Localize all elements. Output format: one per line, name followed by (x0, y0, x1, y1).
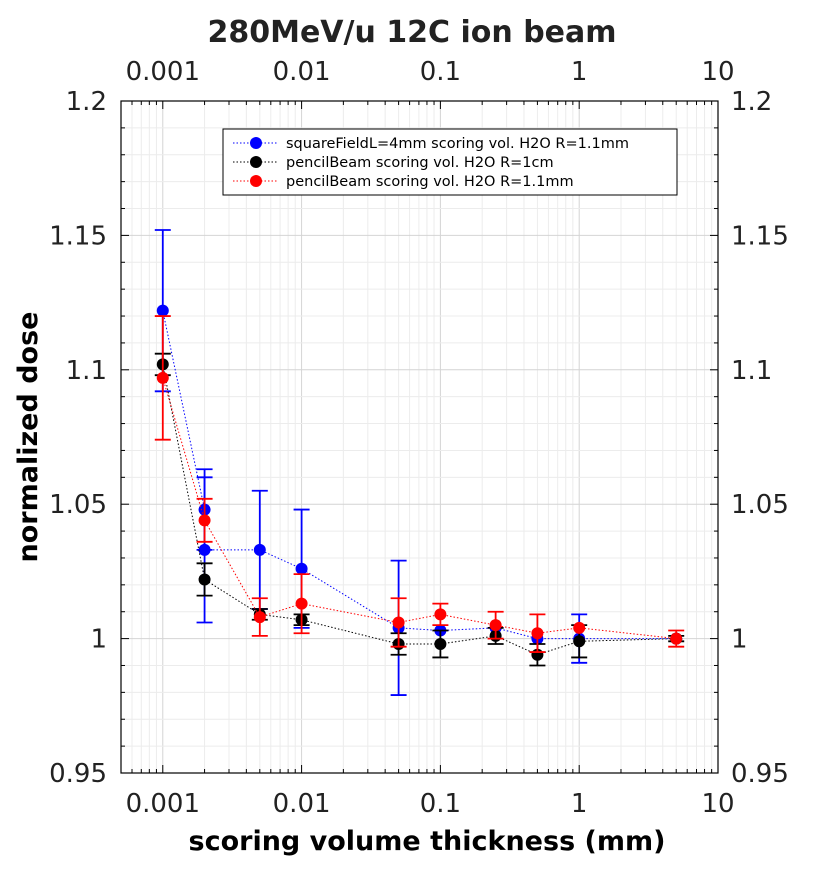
data-point (253, 543, 266, 556)
data-point (392, 616, 405, 629)
y-tick-label-left: 1.2 (66, 87, 107, 117)
legend-swatch-marker (250, 156, 262, 168)
data-point (434, 637, 447, 650)
series-line (162, 364, 677, 656)
x-tick-label-top: 0.1 (420, 57, 461, 87)
data-point (198, 543, 211, 556)
x-tick-label-bottom: 0.001 (126, 789, 200, 819)
legend: squareFieldL=4mm scoring vol. H2O R=1.1m… (222, 128, 678, 196)
major-ticks (121, 100, 719, 774)
x-tick-label-top: 0.01 (273, 57, 331, 87)
data-point (531, 627, 544, 640)
data-point (573, 621, 586, 634)
y-tick-label-right: 1.2 (731, 87, 772, 117)
legend-swatch-marker (250, 175, 262, 187)
x-tick-label-top: 1 (571, 57, 588, 87)
data-point (198, 514, 211, 527)
data-point (573, 635, 586, 648)
x-tick-label-bottom: 1 (571, 789, 588, 819)
x-axis-title: scoring volume thickness (mm) (189, 826, 666, 857)
y-tick-label-right: 1 (731, 625, 748, 655)
chart-title: 280MeV/u 12C ion beam (207, 15, 616, 50)
y-tick-label-left: 1.05 (49, 490, 107, 520)
data-point (156, 304, 169, 317)
series-layer (154, 229, 685, 696)
data-point (156, 371, 169, 384)
y-tick-label-right: 1.1 (731, 356, 772, 386)
data-point (295, 562, 308, 575)
data-point (198, 573, 211, 586)
x-tick-label-top: 10 (701, 57, 734, 87)
y-tick-label-right: 1.15 (731, 221, 789, 251)
y-tick-label-left: 1.1 (66, 356, 107, 386)
y-tick-label-left: 1.15 (49, 221, 107, 251)
y-axis-title: normalized dose (13, 312, 44, 563)
y-tick-label-right: 0.95 (731, 759, 789, 789)
minor-ticks (120, 101, 718, 773)
data-point (670, 632, 683, 645)
legend-swatch-marker (250, 137, 262, 149)
data-point (253, 611, 266, 624)
plot-frame (120, 100, 719, 774)
series-3 (154, 315, 685, 653)
series-line (162, 377, 677, 640)
legend-label: pencilBeam scoring vol. H2O R=1cm (286, 155, 554, 171)
y-tick-label-left: 0.95 (49, 759, 107, 789)
y-tick-label-left: 1 (90, 625, 107, 655)
data-point (295, 597, 308, 610)
x-tick-label-bottom: 0.01 (273, 789, 331, 819)
legend-label: pencilBeam scoring vol. H2O R=1.1mm (286, 174, 574, 190)
series-line (162, 310, 677, 640)
legend-label: squareFieldL=4mm scoring vol. H2O R=1.1m… (286, 136, 629, 152)
x-tick-label-bottom: 10 (701, 789, 734, 819)
x-tick-label-bottom: 0.1 (420, 789, 461, 819)
legend-box (222, 128, 678, 196)
x-tick-label-top: 0.001 (126, 57, 200, 87)
y-tick-label-right: 1.05 (731, 490, 789, 520)
data-point (434, 608, 447, 621)
data-point (489, 619, 502, 632)
grid-lines (120, 100, 719, 774)
